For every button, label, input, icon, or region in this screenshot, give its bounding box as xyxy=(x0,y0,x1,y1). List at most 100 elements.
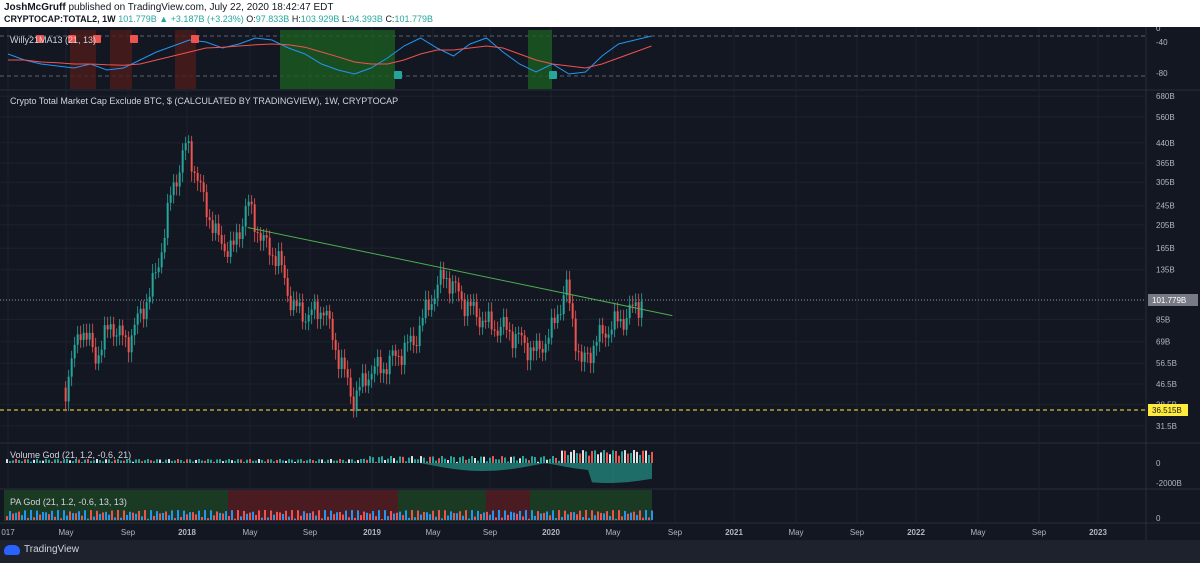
volume-bar xyxy=(387,458,389,463)
low-label: L: xyxy=(341,14,350,24)
volume-bar xyxy=(168,459,170,463)
author-name[interactable]: JoshMcGruff xyxy=(4,2,66,13)
pa-bar xyxy=(384,510,386,520)
volume-bar xyxy=(204,460,206,463)
volume-bar xyxy=(486,461,488,463)
candle-down xyxy=(217,223,220,236)
candle-down xyxy=(379,357,382,374)
candle-up xyxy=(325,310,328,316)
candle-down xyxy=(316,301,319,319)
volume-bar xyxy=(222,461,224,463)
candle-up xyxy=(433,298,436,304)
pa-bar xyxy=(42,512,44,520)
candle-down xyxy=(496,330,499,336)
pa-bar xyxy=(30,510,32,520)
candle-down xyxy=(574,318,577,352)
pa-bar xyxy=(417,510,419,520)
pa-bar xyxy=(6,516,8,520)
volume-bar xyxy=(561,450,563,463)
candle-up xyxy=(451,281,454,294)
symbol-label[interactable]: CRYPTOCAP:TOTAL2, 1W xyxy=(4,14,116,24)
pa-bar xyxy=(375,516,377,520)
volume-bar xyxy=(468,458,470,463)
pa-bar xyxy=(150,510,152,520)
volume-bar xyxy=(144,460,146,463)
volume-bar xyxy=(177,459,179,463)
pa-bar xyxy=(243,510,245,520)
pa-bar xyxy=(291,510,293,520)
candle-up xyxy=(514,333,517,349)
volume-bar xyxy=(330,459,332,463)
volume-bar xyxy=(141,461,143,463)
pa-bar xyxy=(579,510,581,520)
volume-pane-title: Volume God (21, 1.2, -0.6, 21) xyxy=(10,450,132,460)
candle-up xyxy=(634,302,637,306)
volume-bar xyxy=(276,459,278,463)
candle-down xyxy=(601,325,604,334)
volume-bar xyxy=(591,450,593,463)
candle-up xyxy=(100,349,103,356)
pa-bar xyxy=(627,513,629,520)
pa-bar xyxy=(285,510,287,520)
pa-bar xyxy=(177,510,179,520)
pa-tick-label: 0 xyxy=(1156,514,1161,523)
chart-canvas[interactable]: 017 May Sep 2018 May Sep 2019 May Sep 2020 May Sep 2… xyxy=(0,27,1200,540)
candle-down xyxy=(127,337,130,353)
candle-down xyxy=(268,237,271,256)
pa-bar xyxy=(591,510,593,520)
volume-bar xyxy=(102,461,104,463)
pa-bar xyxy=(513,512,515,520)
candle-down xyxy=(397,355,400,357)
volume-bar xyxy=(75,459,77,463)
pa-bar xyxy=(246,513,248,520)
volume-bar xyxy=(213,461,215,463)
pa-bar xyxy=(225,511,227,520)
pa-bar xyxy=(162,512,164,520)
candle-up xyxy=(376,357,379,367)
volume-bar xyxy=(42,460,44,463)
candle-up xyxy=(115,335,118,337)
candle-up xyxy=(544,343,547,353)
pa-bar xyxy=(51,510,53,520)
volume-bar xyxy=(372,457,374,463)
volume-bar xyxy=(336,460,338,463)
pa-bar xyxy=(132,512,134,520)
y-tick-label: 245B xyxy=(1156,202,1175,211)
volume-bar xyxy=(291,459,293,463)
candle-up xyxy=(370,373,373,380)
volume-bar xyxy=(381,456,383,463)
y-tick-label: 135B xyxy=(1156,266,1175,275)
low-value: 94.393B xyxy=(349,14,383,24)
volume-bar xyxy=(498,459,500,463)
candle-up xyxy=(139,308,142,314)
candle-up xyxy=(424,299,427,319)
y-tick-label: 46.5B xyxy=(1156,380,1177,389)
pa-bar xyxy=(570,512,572,520)
volume-bar xyxy=(483,456,485,463)
brand-label: TradingView xyxy=(24,544,80,555)
volume-bar xyxy=(246,459,248,463)
candle-down xyxy=(343,357,346,370)
volume-bar xyxy=(156,459,158,463)
volume-bar xyxy=(207,459,209,463)
candle-up xyxy=(154,272,157,274)
tradingview-logo[interactable]: TradingView xyxy=(4,544,79,555)
pa-bar xyxy=(171,510,173,520)
y-tick-label: 365B xyxy=(1156,159,1175,168)
candle-down xyxy=(265,235,268,238)
volume-bar xyxy=(225,460,227,463)
volume-bar xyxy=(450,456,452,463)
candle-up xyxy=(373,366,376,374)
pa-bar xyxy=(624,510,626,520)
pa-bar xyxy=(129,511,131,520)
pa-bar xyxy=(249,512,251,520)
volume-bar xyxy=(153,461,155,463)
pa-bar xyxy=(441,518,443,520)
volume-bar xyxy=(264,461,266,463)
pa-bar xyxy=(72,513,74,520)
volume-bar xyxy=(192,461,194,463)
x-tick-label: 2019 xyxy=(363,528,381,537)
volume-bar xyxy=(423,457,425,463)
pa-bar xyxy=(642,517,644,520)
candle-up xyxy=(358,386,361,391)
